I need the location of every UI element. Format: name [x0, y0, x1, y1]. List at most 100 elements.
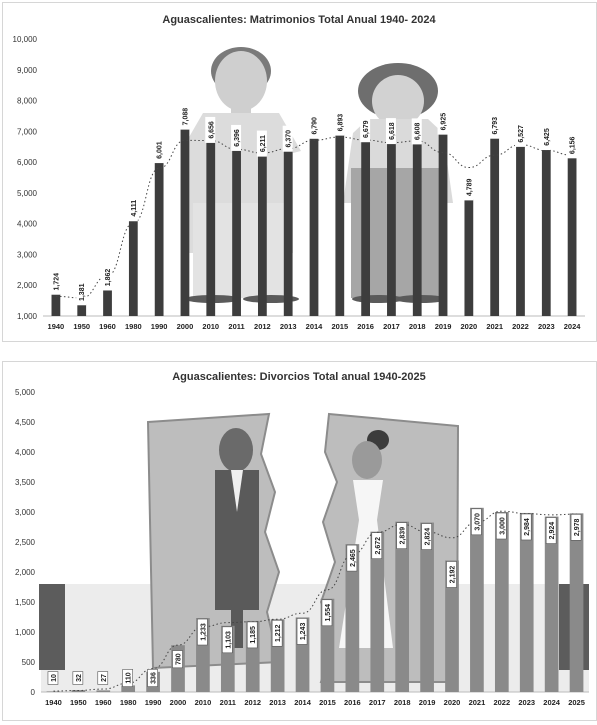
- divorces-chart: Aguascalientes: Divorcios Total anual 19…: [15, 371, 589, 707]
- bar: [567, 157, 577, 316]
- value-label-text: 6,425: [544, 128, 551, 146]
- value-label-text: 1,233: [200, 623, 207, 641]
- x-tick-label: 1980: [120, 698, 137, 707]
- value-label-text: 2,192: [450, 566, 457, 584]
- value-label-box: [496, 512, 507, 540]
- value-label-box: [566, 132, 577, 159]
- value-label-box: [385, 118, 396, 145]
- x-tick-label: 2012: [244, 698, 261, 707]
- bar: [519, 512, 534, 692]
- bar: [464, 199, 474, 316]
- x-tick-label: 2015: [319, 698, 336, 707]
- x-tick-label: 2000: [170, 698, 187, 707]
- value-label-box: [153, 137, 164, 164]
- divorces-x-axis: 1940 1950 1960 1980 1990 2000 2010 2011 2012 2013…: [45, 698, 585, 707]
- x-tick-label: 2011: [228, 322, 244, 331]
- value-label: 6,656: [205, 116, 216, 143]
- x-tick-label: 2021: [469, 698, 486, 707]
- value-label-text: 336: [151, 672, 158, 684]
- value-label-box: [471, 508, 482, 536]
- bar: [490, 137, 500, 316]
- value-label-text: 1,185: [250, 626, 257, 644]
- value-label: 6,679: [360, 116, 371, 143]
- y-tick-label: 8,000: [17, 97, 38, 106]
- value-label-text: 2,824: [425, 528, 432, 546]
- value-label-box: [271, 619, 283, 647]
- x-tick-label: 2024: [564, 322, 582, 331]
- value-label: 6,893: [334, 109, 345, 136]
- bar: [103, 289, 112, 316]
- value-label-box: [205, 116, 216, 143]
- value-label-box: [514, 120, 525, 147]
- value-label: 110: [122, 669, 133, 687]
- y-tick-label: 5,000: [15, 388, 36, 397]
- divorces-trendline: [53, 510, 577, 692]
- x-tick-label: 2017: [383, 322, 400, 331]
- value-label-text: 4,111: [131, 200, 138, 217]
- bar: [569, 513, 584, 692]
- value-label-text: 2,984: [524, 518, 531, 536]
- x-tick-label: 2012: [254, 322, 271, 331]
- y-tick-label: 2,000: [15, 568, 36, 577]
- x-tick-label: 1940: [45, 698, 62, 707]
- value-label: 1,103: [222, 626, 233, 654]
- value-label-text: 6,211: [260, 135, 267, 152]
- bar: [445, 560, 459, 692]
- x-tick-label: 2010: [195, 698, 212, 707]
- x-tick-label: 2018: [409, 322, 426, 331]
- value-label: 1,243: [296, 618, 308, 645]
- value-label: 2,978: [570, 514, 582, 541]
- x-tick-label: 2023: [538, 322, 555, 331]
- x-tick-label: 2025: [568, 698, 585, 707]
- value-label-box: [72, 671, 84, 685]
- y-tick-label: 2,500: [15, 538, 36, 547]
- bar: [438, 133, 448, 316]
- value-label: 7,088: [179, 103, 190, 130]
- bar: [232, 149, 241, 316]
- x-tick-label: 2021: [486, 322, 503, 331]
- value-label-text: 780: [176, 653, 183, 665]
- y-tick-label: 5,000: [17, 189, 38, 198]
- bar: [541, 149, 551, 316]
- x-tick-label: 2019: [435, 322, 452, 331]
- value-label: 6,793: [489, 112, 500, 139]
- value-label-text: 1,212: [275, 624, 282, 642]
- value-label: 336: [147, 669, 158, 687]
- x-tick-label: 2020: [461, 322, 478, 331]
- y-tick-label: 6,000: [17, 158, 38, 167]
- value-label: 780: [172, 650, 183, 669]
- value-label: 2,465: [346, 544, 358, 572]
- value-label: 1,185: [246, 621, 258, 649]
- y-tick-label: 1,000: [17, 312, 38, 321]
- bar: [206, 141, 216, 316]
- marriages-value-labels: 1,724 1,381 1,862 4,111 6,001 7,088 6,656 6,396…: [50, 103, 577, 306]
- value-label: 6,396: [231, 124, 242, 151]
- value-label-box: [222, 626, 233, 654]
- value-label-box: [282, 125, 293, 152]
- x-tick-label: 2023: [518, 698, 535, 707]
- divorces-value-labels: 10 32 27 110 336 780 1,233 1,103 1,185 1,212 1,243…: [47, 508, 582, 687]
- value-label: 4,111: [127, 195, 138, 222]
- x-tick-label: 1950: [73, 322, 90, 331]
- value-label-text: 6,679: [363, 120, 370, 138]
- value-label: 3,070: [471, 508, 482, 536]
- x-tick-label: 2014: [306, 322, 324, 331]
- value-label: 6,527: [514, 120, 525, 147]
- value-label: 1,212: [271, 619, 283, 647]
- y-tick-label: 0: [31, 688, 36, 697]
- bar: [46, 691, 61, 692]
- y-tick-label: 4,000: [17, 220, 38, 229]
- marriages-chart-panel: Aguascalientes: Matrimonios Total Anual …: [2, 2, 597, 342]
- value-label-box: [50, 268, 61, 295]
- x-tick-label: 2017: [369, 698, 386, 707]
- y-tick-label: 1,500: [15, 598, 36, 607]
- x-tick-label: 2016: [357, 322, 374, 331]
- value-label: 6,370: [282, 125, 293, 152]
- value-label-text: 6,396: [234, 129, 241, 147]
- value-label-text: 1,103: [225, 631, 232, 649]
- divorces-bars: [46, 507, 584, 692]
- value-label-text: 27: [101, 674, 108, 682]
- y-tick-label: 3,000: [15, 508, 36, 517]
- value-label: 2,824: [421, 523, 432, 550]
- value-label-box: [421, 523, 432, 550]
